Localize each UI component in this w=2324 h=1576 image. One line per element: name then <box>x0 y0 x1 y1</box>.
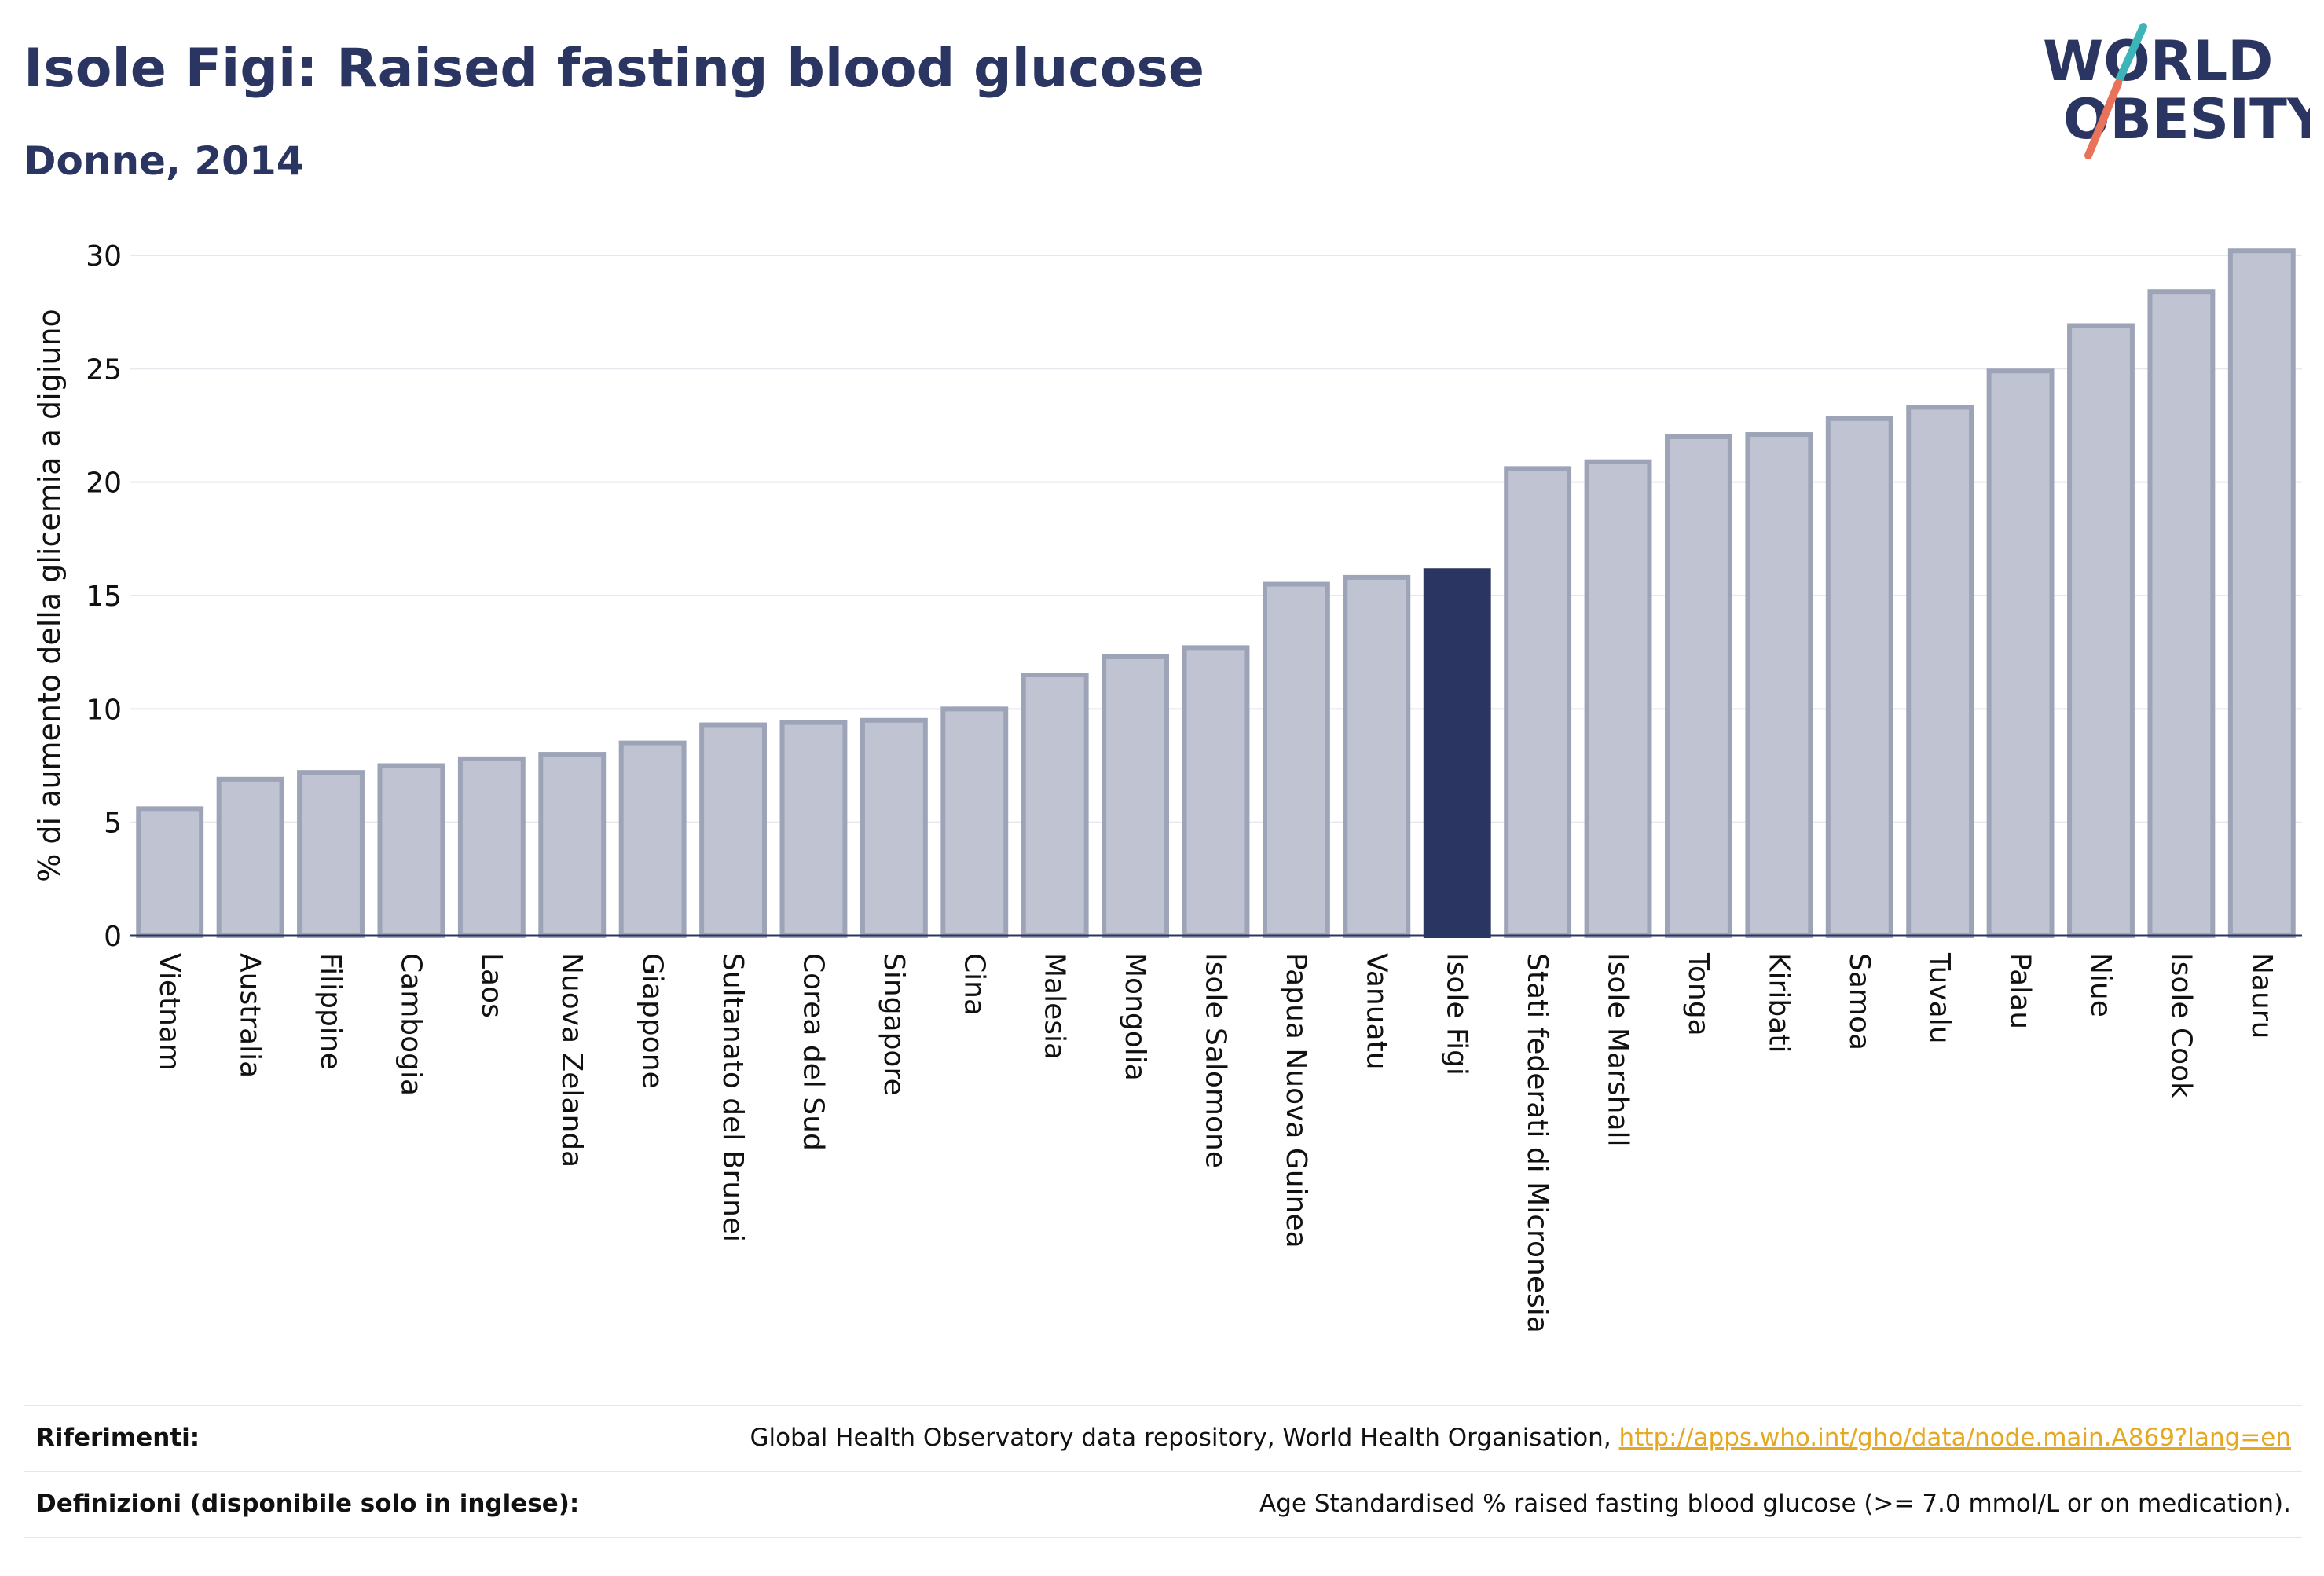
logo-slash-coral <box>2084 79 2122 159</box>
sources-link[interactable]: http://apps.who.int/gho/data/node.main.A… <box>1618 1424 2291 1452</box>
bar <box>1182 645 1250 938</box>
x-tick-label: Isole Cook <box>2165 953 2197 1098</box>
sources-value: Global Health Observatory data repositor… <box>750 1424 2291 1452</box>
y-tick-label: 20 <box>86 467 122 500</box>
bar <box>1504 466 1572 938</box>
bar <box>216 776 284 938</box>
definitions-label: Definizioni (disponibile solo in inglese… <box>36 1490 580 1518</box>
x-tick-label: Vietnam <box>153 953 185 1071</box>
y-axis-label: % di aumento della glicemia a digiuno <box>32 309 67 882</box>
definitions-value: Age Standardised % raised fasting blood … <box>1259 1490 2291 1518</box>
bar-highlight <box>1423 568 1491 938</box>
x-tick-label: Corea del Sud <box>797 953 829 1151</box>
x-tick-label: Isole Figi <box>1441 953 1473 1076</box>
bar <box>779 720 848 938</box>
x-tick-label: Kiribati <box>1762 953 1794 1053</box>
bar <box>377 763 445 938</box>
sources-label: Riferimenti: <box>36 1424 200 1452</box>
bar-chart: 0 5 10 15 20 25 30 Vietnam Australia Filippine Ca… <box>32 240 2302 1333</box>
x-axis-labels: Vietnam Australia Filippine Cambogia Laos Nuo… <box>153 952 2278 1333</box>
x-tick-label: Laos <box>475 953 508 1018</box>
bar <box>618 740 687 939</box>
x-tick-label: Singapore <box>878 953 910 1096</box>
x-tick-label: Sultanato del Brunei <box>717 953 749 1242</box>
x-tick-label: Australia <box>234 953 266 1078</box>
x-tick-label: Niue <box>2084 953 2117 1017</box>
chart-subtitle: Donne, 2014 <box>24 138 304 184</box>
x-tick-label: Isole Salomone <box>1200 953 1232 1168</box>
bar <box>2067 323 2135 938</box>
x-tick-label: Papua Nuova Guinea <box>1280 953 1312 1248</box>
bar <box>1021 673 1089 938</box>
bar <box>2227 248 2296 938</box>
x-tick-label: Vanuatu <box>1360 953 1392 1070</box>
x-tick-label: Tonga <box>1682 952 1714 1036</box>
logo-word-world: WORLD <box>2043 29 2273 93</box>
bar <box>699 722 767 938</box>
x-tick-label: Malesia <box>1039 953 1071 1060</box>
bar <box>1343 574 1411 938</box>
y-tick-label: 0 <box>104 921 122 953</box>
y-tick-label: 5 <box>104 808 122 840</box>
bar <box>860 717 928 938</box>
chart-title: Isole Figi: Raised fasting blood glucose <box>24 38 1205 100</box>
x-tick-label: Nauru <box>2245 953 2278 1039</box>
references-table: Riferimenti: Global Health Observatory d… <box>24 1405 2302 1538</box>
bar <box>538 752 607 938</box>
x-tick-label: Tuvalu <box>1923 952 1956 1044</box>
x-tick-label: Mongolia <box>1119 953 1151 1081</box>
x-tick-label: Samoa <box>1843 953 1875 1050</box>
bars <box>136 248 2296 939</box>
world-obesity-logo: WORLD OBESITY <box>2043 23 2310 159</box>
x-tick-label: Cambogia <box>394 953 427 1096</box>
bar <box>940 706 1009 938</box>
bar <box>1102 654 1170 938</box>
bar <box>297 770 365 938</box>
y-tick-label: 10 <box>86 694 122 726</box>
x-tick-label: Stati federati di Micronesia <box>1521 953 1553 1333</box>
y-tick-label: 15 <box>86 581 122 613</box>
bar <box>2147 289 2216 939</box>
y-axis-ticks: 0 5 10 15 20 25 30 <box>86 240 122 953</box>
bar <box>1665 434 1732 938</box>
bar <box>1262 581 1330 938</box>
definitions-row: Definizioni (disponibile solo in inglese… <box>24 1471 2302 1538</box>
x-tick-label: Nuova Zelanda <box>555 953 588 1167</box>
bar <box>1825 416 1893 938</box>
y-tick-label: 30 <box>86 240 122 273</box>
x-tick-label: Cina <box>958 953 990 1016</box>
bar <box>1584 459 1652 938</box>
bar <box>1906 405 1974 938</box>
sources-row: Riferimenti: Global Health Observatory d… <box>24 1405 2302 1471</box>
sources-text: Global Health Observatory data repositor… <box>750 1424 1619 1452</box>
y-tick-label: 25 <box>86 354 122 386</box>
bar <box>1986 368 2055 939</box>
logo-slash-teal <box>2116 23 2147 82</box>
bar <box>1745 432 1813 938</box>
x-tick-label: Filippine <box>314 953 346 1070</box>
x-tick-label: Isole Marshall <box>1602 953 1634 1147</box>
x-tick-label: Giappone <box>636 953 669 1089</box>
bar <box>457 756 526 939</box>
bar <box>136 806 204 939</box>
x-tick-label: Palau <box>2004 953 2036 1029</box>
